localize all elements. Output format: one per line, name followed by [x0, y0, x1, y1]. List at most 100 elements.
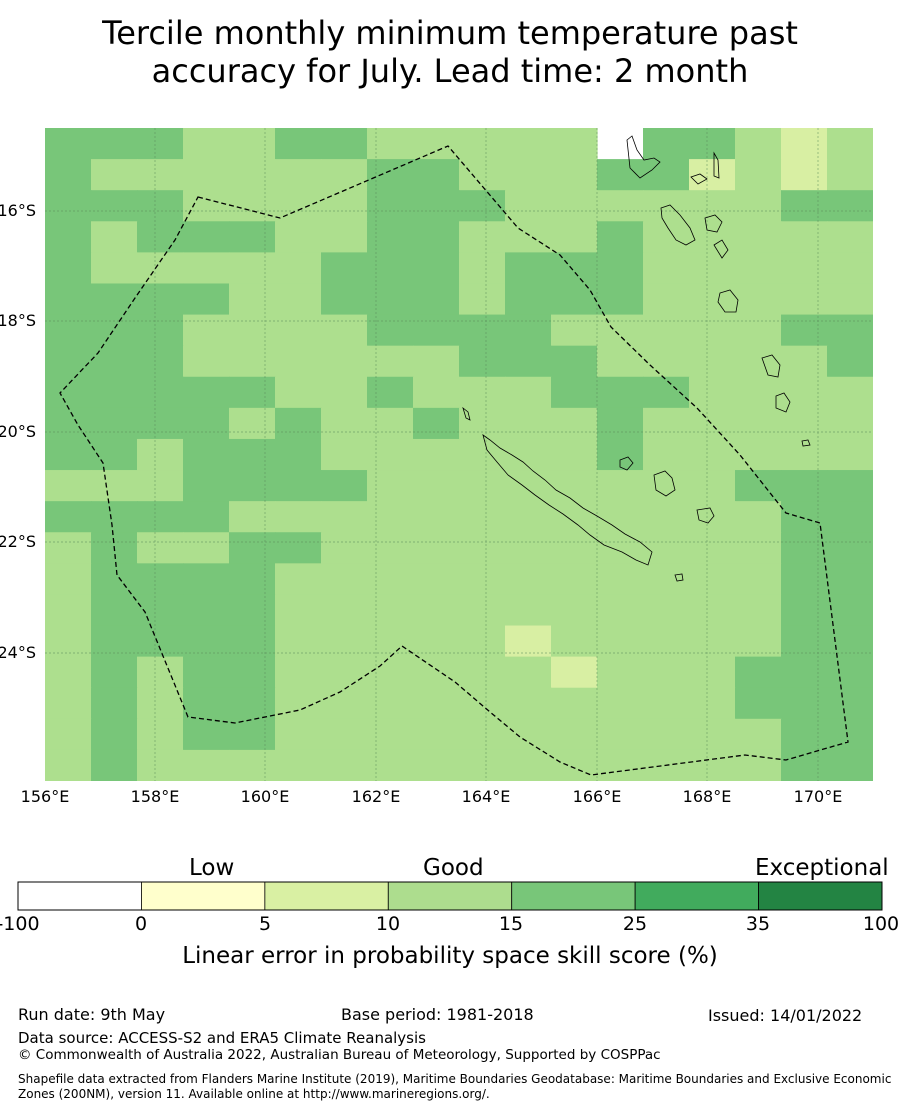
grid-cell [505, 718, 552, 751]
base-period: Base period: 1981-2018 [341, 1005, 534, 1024]
data-source: Data source: ACCESS-S2 and ERA5 Climate … [18, 1029, 426, 1047]
grid-cell [91, 501, 138, 533]
grid-cell [735, 190, 782, 222]
grid-cell [459, 532, 506, 564]
grid-cell [229, 501, 276, 533]
grid-cell [413, 252, 460, 285]
grid-cell [91, 438, 138, 471]
grid-cell [643, 656, 690, 689]
grid-cell [367, 407, 414, 440]
colorbar-bin [387, 881, 513, 911]
grid-cell [781, 159, 828, 191]
grid-cell [183, 563, 230, 596]
colorbar [17, 881, 883, 911]
grid-cell [229, 159, 276, 191]
grid-cell [827, 687, 873, 720]
grid-cell [229, 345, 276, 378]
grid-cell [735, 283, 782, 316]
grid-cell [413, 345, 460, 378]
lat-label-16s: 16°S [0, 201, 36, 220]
grid-cell [597, 594, 644, 627]
grid-cell [505, 625, 552, 658]
grid-cell [551, 159, 598, 191]
grid-cell [45, 625, 92, 658]
grid-cell [137, 749, 184, 781]
grid-cell [781, 563, 828, 596]
grid-cell [367, 563, 414, 596]
grid-cell [413, 314, 460, 347]
loyalty-islands [619, 456, 715, 524]
grid-cell [643, 407, 690, 440]
grid-cell [459, 128, 506, 160]
grid-cell [459, 749, 506, 781]
grid-cell [183, 656, 230, 689]
grid-cell [643, 221, 690, 253]
grid-cell [45, 563, 92, 596]
grid-cell [827, 252, 873, 285]
grid-cell [459, 159, 506, 191]
grid-cell [597, 656, 644, 689]
grid-cell [229, 594, 276, 627]
grid-cell [321, 159, 368, 191]
grid-cell [275, 159, 322, 191]
grid-cell [827, 563, 873, 596]
grid-cell [689, 252, 736, 285]
category-good: Good [423, 855, 484, 881]
grid-cell [229, 128, 276, 160]
grid-cell [781, 687, 828, 720]
grid-cell [459, 718, 506, 751]
grid-cell [367, 438, 414, 471]
grid-cell [781, 128, 828, 160]
grid-cell [781, 656, 828, 689]
grid-cell [505, 190, 552, 222]
grid-cell [551, 376, 598, 409]
grid-cell [505, 407, 552, 440]
skill-score-map [45, 128, 873, 781]
grid-cell [597, 501, 644, 533]
grid-cell [45, 718, 92, 751]
grid-cell [229, 438, 276, 471]
grid-cell [735, 563, 782, 596]
grid-cell [183, 407, 230, 440]
grid-cell [735, 470, 782, 502]
grid-cell [597, 470, 644, 502]
grid-cell [137, 252, 184, 285]
grid-cell [137, 501, 184, 533]
grid-cell [367, 594, 414, 627]
grid-cell [275, 594, 322, 627]
grid-cell [321, 718, 368, 751]
grid-cell [827, 283, 873, 316]
grid-cell [643, 314, 690, 347]
grid-cell [505, 345, 552, 378]
lon-label-160e: 160°E [240, 787, 290, 806]
grid-cell [229, 563, 276, 596]
grid-cell [91, 345, 138, 378]
grid-cell [45, 470, 92, 502]
grid-cell [597, 687, 644, 720]
grid-cell [413, 190, 460, 222]
grid-cell [551, 252, 598, 285]
grid-cell [781, 438, 828, 471]
grid-cell [321, 532, 368, 564]
grid-cell [91, 159, 138, 191]
grid-cell [781, 470, 828, 502]
grid-cell [45, 438, 92, 471]
grid-cell [459, 345, 506, 378]
grid-cell [597, 159, 644, 191]
grid-cell [183, 345, 230, 378]
grid-cell [413, 438, 460, 471]
grid-cell [321, 252, 368, 285]
grid-cell [45, 376, 92, 409]
small-islands [462, 406, 684, 582]
grid-cell [643, 376, 690, 409]
grid-cell [45, 345, 92, 378]
cbar-tick-15: 15 [498, 913, 524, 935]
cbar-tick-neg100: -100 [0, 913, 40, 935]
grid-cell [367, 687, 414, 720]
grid-cell [459, 283, 506, 316]
colorbar-bin [634, 881, 759, 911]
grid-cell [827, 501, 873, 533]
grid-cell [597, 563, 644, 596]
grid-cell [45, 687, 92, 720]
grid-cell [367, 625, 414, 658]
